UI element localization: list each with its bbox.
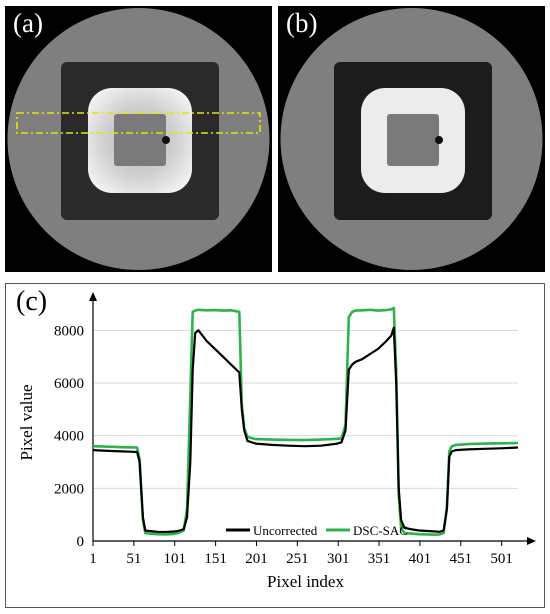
ct-phantom-a	[5, 6, 272, 272]
panel-label-b: (b)	[286, 8, 318, 38]
ct-image-corrected: (b)	[278, 6, 545, 272]
y-axis-arrow	[89, 292, 97, 301]
x-tick-label: 101	[163, 551, 186, 567]
x-tick-label: 401	[409, 551, 432, 567]
panel-label-c: (c)	[16, 286, 48, 317]
line-chart: 0 2000 4000 6000 8000 1 51 101 151 201 251 301 351 40…	[5, 283, 545, 608]
x-tick-label: 351	[368, 551, 391, 567]
center-square	[387, 114, 439, 166]
x-axis-label: Pixel index	[267, 572, 344, 591]
y-tick-label: 6000	[54, 376, 84, 392]
panel-label-a: (a)	[13, 8, 43, 38]
x-tick-label: 1	[89, 551, 97, 567]
x-tick-label: 51	[126, 551, 141, 567]
roi-box	[16, 112, 261, 134]
ct-phantom-b	[278, 6, 545, 272]
series-line-dsc-sac	[92, 306, 519, 536]
y-tick-label: 8000	[54, 323, 84, 339]
x-tick-label: 201	[245, 551, 268, 567]
x-tick-label: 451	[450, 551, 473, 567]
y-tick-label: 4000	[54, 429, 84, 445]
x-tick-label: 251	[286, 551, 309, 567]
x-tick-label: 301	[327, 551, 350, 567]
series-line-uncorrected	[92, 326, 519, 534]
y-tick-label: 2000	[54, 481, 84, 497]
x-axis-arrow	[527, 537, 536, 545]
y-tick-label: 0	[77, 534, 85, 550]
legend-label: DSC-SAC	[353, 523, 408, 538]
x-tick-label: 151	[204, 551, 227, 567]
y-axis-label: Pixel value	[17, 384, 36, 460]
center-square	[114, 114, 166, 166]
ct-image-uncorrected: (a)	[5, 6, 272, 272]
legend-label: Uncorrected	[253, 523, 318, 538]
x-tick-label: 501	[490, 551, 513, 567]
